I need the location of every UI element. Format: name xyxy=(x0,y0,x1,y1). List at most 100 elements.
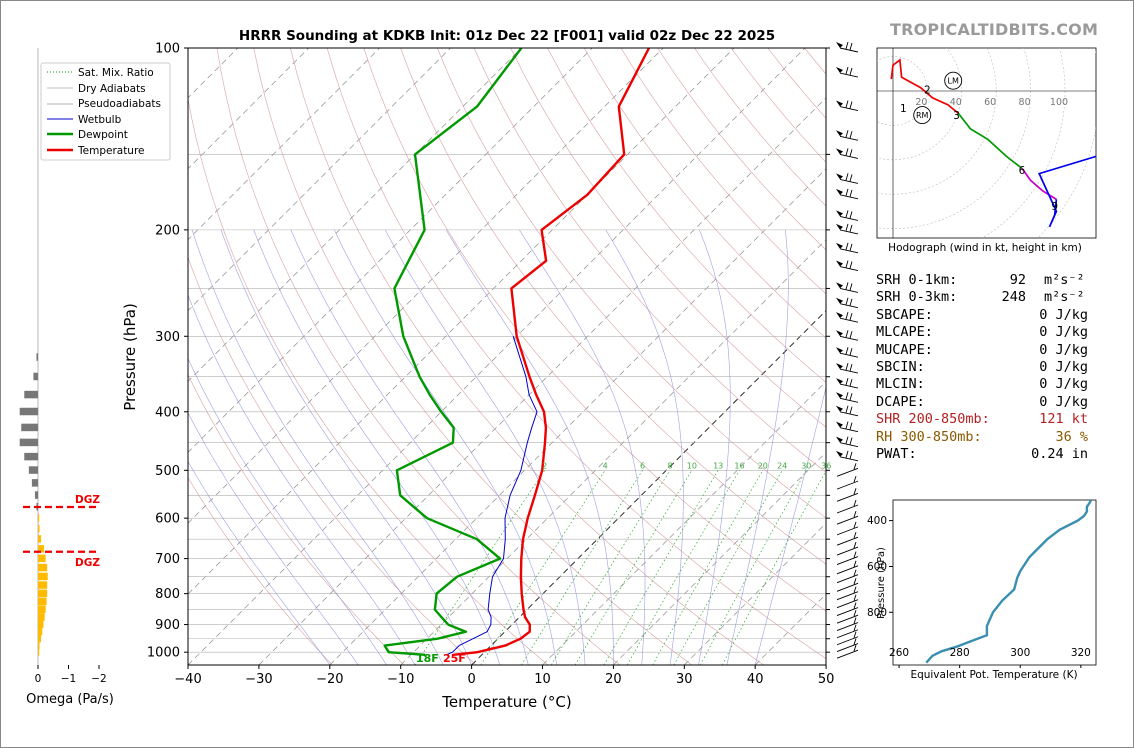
surface-dewpoint-label: 18F xyxy=(416,652,439,665)
thetae-xtick-label: 280 xyxy=(950,647,970,659)
barb-feather xyxy=(853,463,857,470)
thetae-ytick-label: 600 xyxy=(867,561,887,573)
barb-feather xyxy=(845,450,849,458)
isotherm xyxy=(188,48,806,665)
omega-bar xyxy=(38,648,40,656)
barb-flag xyxy=(836,100,843,107)
wind-barb xyxy=(836,260,859,271)
wind-barb xyxy=(836,541,859,556)
barb-flag xyxy=(836,282,843,289)
param-row-srh01: SRH 0-1km: 92 m²s⁻² xyxy=(876,272,1106,289)
wind-barb xyxy=(836,297,859,309)
barb-feather xyxy=(849,149,853,157)
mixing-ratio-line xyxy=(480,470,606,665)
hodograph-height-label: 1 xyxy=(900,103,907,115)
wind-barb xyxy=(836,362,859,374)
wind-barb xyxy=(836,223,859,235)
mixing-ratio-line xyxy=(721,470,826,665)
barb-feather xyxy=(853,511,857,518)
barb-feather xyxy=(849,363,853,372)
barb-feather xyxy=(849,422,853,430)
pressure-tick-label: 100 xyxy=(155,42,180,57)
pressure-tick-label: 900 xyxy=(155,618,180,633)
pressure-axis: 100 200 300 400 500 600 700 800 900 1000 xyxy=(147,42,830,661)
barb-feather xyxy=(845,242,849,250)
barb-flag xyxy=(836,312,843,319)
pressure-tick-label: 800 xyxy=(155,587,180,602)
param-row-srh03: SRH 0-3km: 248 m²s⁻² xyxy=(876,289,1106,306)
barb-feather xyxy=(849,348,853,356)
mixing-ratio-line xyxy=(574,470,693,665)
hodograph-ring-label: 80 xyxy=(1019,97,1031,108)
param-row-mlcin: MLCIN: 0 J/kg xyxy=(876,376,1106,393)
barb-feather xyxy=(845,312,849,320)
barb-feather xyxy=(845,377,849,386)
barb-staff xyxy=(839,335,859,341)
temp-tick-label: 0 xyxy=(467,672,475,687)
barb-staff xyxy=(836,492,859,502)
isotherm xyxy=(613,451,826,665)
barb-staff xyxy=(839,229,859,235)
barb-staff xyxy=(836,629,859,639)
hodograph-segment-9km-plus xyxy=(1038,155,1096,228)
omega-panel: DGZ DGZ 0 −1 −2 xyxy=(19,48,107,685)
temp-tick-label: 50 xyxy=(818,672,835,687)
barb-staff xyxy=(836,574,859,584)
param-row-shear: SHR 200-850mb: 121 kt xyxy=(876,411,1106,428)
barb-staff xyxy=(839,427,859,433)
param-row-sbcin: SBCIN: 0 J/kg xyxy=(876,359,1106,376)
omega-bar xyxy=(38,589,48,598)
temp-tick-label: 10 xyxy=(534,672,551,687)
barb-flag xyxy=(836,330,843,337)
barb-staff xyxy=(836,636,859,646)
barb-flag xyxy=(836,421,843,428)
barb-staff xyxy=(839,411,859,417)
barb-flag xyxy=(836,223,843,230)
temp-tick-label: 30 xyxy=(676,672,693,687)
mixing-ratio-label: 13 xyxy=(713,461,723,470)
param-unit: m²s⁻² xyxy=(1044,272,1085,288)
barb-feather xyxy=(853,638,857,645)
isotherm xyxy=(258,97,826,665)
barb-feather xyxy=(853,560,857,567)
wind-barb xyxy=(836,631,859,646)
wetbulb-trace xyxy=(446,336,538,656)
pressure-tick-label: 1000 xyxy=(147,646,180,661)
moist-adiabat xyxy=(726,229,789,665)
barb-feather xyxy=(849,67,853,76)
isotherm xyxy=(471,309,826,665)
temp-tick-label: −30 xyxy=(245,672,272,687)
wind-barb xyxy=(836,532,859,546)
omega-tick-label: 0 xyxy=(35,673,42,685)
barb-feather xyxy=(853,617,857,624)
omega-bar xyxy=(38,627,43,636)
barb-feather xyxy=(849,298,853,306)
omega-bar xyxy=(38,620,44,629)
barb-staff xyxy=(839,383,859,389)
barb-flag xyxy=(836,130,843,137)
barb-staff xyxy=(836,480,859,490)
mixing-ratio-labels: 2 4 6 8 10 13 16 20 24 30 36 xyxy=(542,461,831,470)
isotherm xyxy=(542,381,826,665)
param-value: 92 xyxy=(1009,272,1026,288)
barb-feather xyxy=(853,594,857,601)
wind-barb xyxy=(836,463,859,477)
barb-feather xyxy=(853,532,857,539)
barb-staff xyxy=(839,456,859,462)
wind-barb xyxy=(836,610,859,624)
dry-adiabat xyxy=(290,48,764,665)
isotherm xyxy=(684,522,826,665)
wind-barb xyxy=(836,242,859,254)
wind-barb xyxy=(836,436,859,448)
wind-barb xyxy=(836,330,859,341)
barb-feather xyxy=(845,210,849,218)
barb-staff xyxy=(839,72,859,78)
mixing-ratio-line xyxy=(414,470,545,665)
barb-feather xyxy=(849,243,853,251)
x-axis-label: Temperature (°C) xyxy=(441,693,571,711)
omega-bar xyxy=(38,524,40,533)
barb-feather xyxy=(853,610,857,617)
barb-flag xyxy=(836,260,843,267)
mixing-ratio-line xyxy=(521,470,643,665)
omega-bar xyxy=(38,563,48,572)
